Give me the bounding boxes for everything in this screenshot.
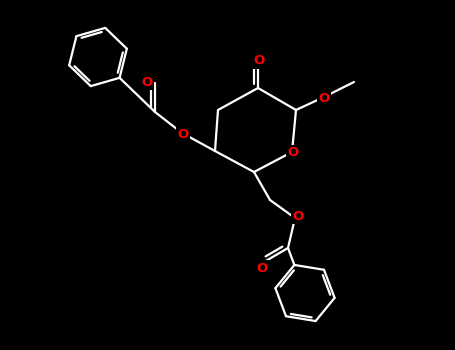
Text: O: O	[288, 147, 298, 160]
Text: O: O	[318, 91, 329, 105]
Text: O: O	[293, 210, 303, 223]
Text: O: O	[142, 76, 152, 89]
Text: O: O	[253, 55, 265, 68]
Text: O: O	[177, 128, 189, 141]
Text: O: O	[256, 261, 268, 274]
